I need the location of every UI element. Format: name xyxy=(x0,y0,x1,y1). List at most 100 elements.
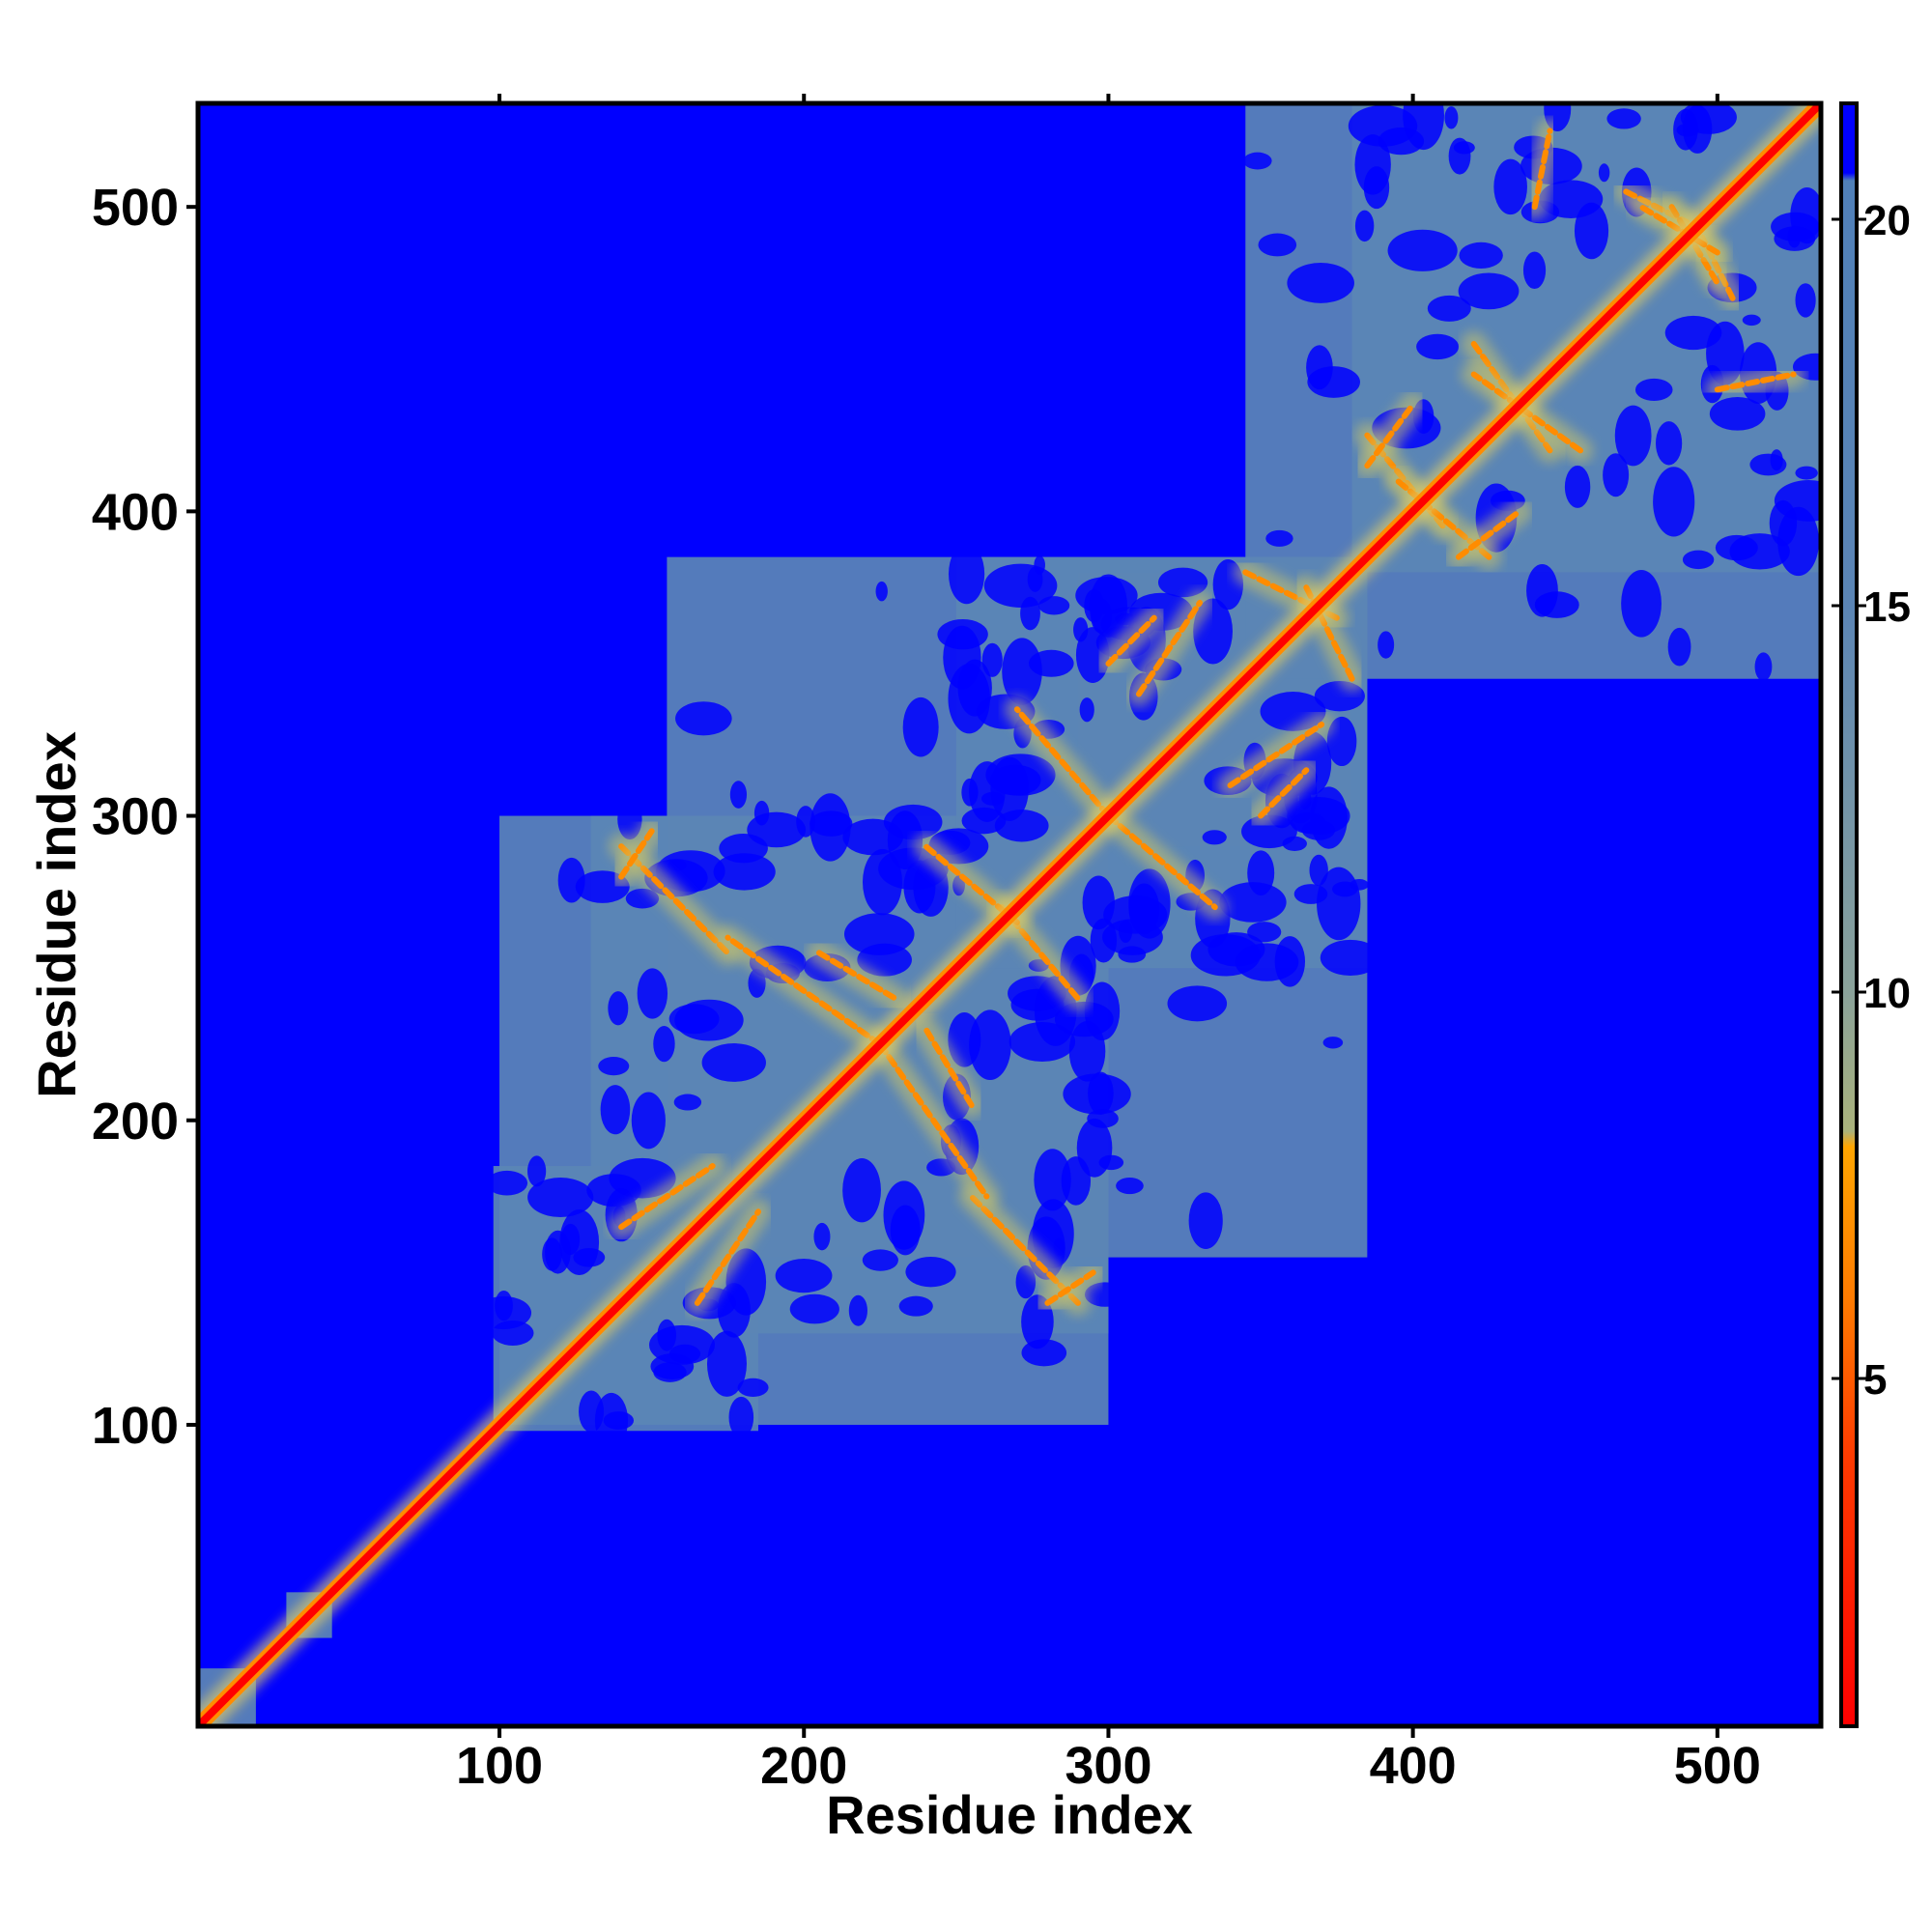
heatmap-hole xyxy=(1459,242,1503,269)
contact-arm xyxy=(1258,767,1310,819)
heatmap-hole xyxy=(713,853,776,891)
heatmap-hole xyxy=(486,1170,528,1196)
heatmap-hole xyxy=(948,1012,981,1067)
heatmap-hole xyxy=(1053,1237,1065,1257)
contact-arm xyxy=(1227,722,1325,789)
heatmap-hole xyxy=(983,563,1058,608)
colorbar-tick-label: 10 xyxy=(1863,970,1911,1017)
heatmap-hole xyxy=(1258,233,1297,257)
y-axis-title: Residue index xyxy=(26,731,87,1098)
heatmap-hole xyxy=(1667,627,1691,667)
heatmap-hole xyxy=(1098,1154,1124,1171)
heatmap-hole xyxy=(1293,884,1328,904)
heatmap-hole xyxy=(729,781,748,809)
contact-arm xyxy=(1105,614,1157,667)
heatmap-hole xyxy=(1287,263,1354,303)
heatmap-hole xyxy=(890,1205,921,1256)
heatmap-hole xyxy=(1202,830,1227,845)
heatmap-hole xyxy=(1088,1071,1114,1115)
heatmap-hole xyxy=(753,800,770,826)
heatmap-hole xyxy=(1015,1264,1037,1299)
heatmap-hole xyxy=(1795,466,1818,480)
x-tick-label: 200 xyxy=(760,1737,847,1795)
heatmap-hole xyxy=(1326,716,1357,767)
heatmap-hole xyxy=(637,968,668,1019)
heatmap-hole xyxy=(1598,163,1610,183)
y-tick-label: 100 xyxy=(92,1397,179,1455)
contact-arm xyxy=(1455,508,1522,560)
heatmap-hole xyxy=(961,778,979,807)
heatmap-hole xyxy=(1777,506,1820,577)
heatmap-hole xyxy=(1073,617,1089,642)
heatmap-hole xyxy=(1771,212,1820,242)
colorbar: 5 10 15 20 xyxy=(1832,101,1911,1728)
heatmap-hole xyxy=(728,1396,754,1438)
heatmap-hole xyxy=(675,701,732,736)
heatmap-hole xyxy=(887,810,923,870)
heatmap-hole xyxy=(701,1043,766,1082)
x-axis: 100 200 300 400 500 xyxy=(456,94,1761,1795)
heatmap-hole xyxy=(789,1293,839,1324)
heatmap-hole xyxy=(848,1294,867,1326)
heatmap-hole xyxy=(1522,251,1547,290)
heatmap-hole xyxy=(1614,405,1652,467)
heatmap-hole xyxy=(1322,1037,1344,1049)
heatmap-hole xyxy=(1075,577,1138,614)
heatmap-hole xyxy=(1493,158,1527,215)
contact-arm xyxy=(877,1040,990,1200)
heatmap-hole xyxy=(653,1026,675,1063)
contact-arm xyxy=(618,1163,716,1231)
contact-arm xyxy=(618,828,655,880)
x-tick-label: 500 xyxy=(1674,1737,1761,1795)
x-tick-label: 400 xyxy=(1370,1737,1457,1795)
heatmap-hole xyxy=(902,696,939,757)
heatmap-hole xyxy=(668,859,687,871)
heatmap-hole xyxy=(668,1004,720,1035)
contact-arm xyxy=(923,1026,975,1108)
heatmap-hole xyxy=(1157,567,1208,598)
heatmap-hole xyxy=(1219,882,1287,923)
heatmap-hole xyxy=(980,791,1005,806)
heatmap-hole xyxy=(857,943,912,977)
heatmap-hole xyxy=(843,913,915,955)
x-tick-label: 300 xyxy=(1065,1737,1151,1795)
contact-arm xyxy=(1364,402,1416,469)
heatmap-hole xyxy=(981,642,1003,677)
heatmap-speckle xyxy=(475,103,1821,1449)
heatmap-hole xyxy=(617,798,642,840)
heatmap-hole xyxy=(673,1094,702,1111)
x-tick-label: 100 xyxy=(456,1737,543,1795)
heatmap-hole xyxy=(948,664,990,734)
heatmap-hole xyxy=(1034,555,1045,575)
heatmap-hole xyxy=(1084,1282,1126,1307)
contact-arm xyxy=(816,950,898,1002)
heatmap-hole xyxy=(842,1158,881,1223)
heatmap-hole xyxy=(898,1295,933,1317)
heatmap-hole xyxy=(1795,283,1816,318)
heatmap-hole xyxy=(1317,867,1361,941)
heatmap-hole xyxy=(875,581,888,602)
heatmap-hole xyxy=(527,1178,594,1218)
heatmap-hole xyxy=(1103,895,1168,934)
heatmap-hole xyxy=(475,1295,532,1330)
heatmap-hole xyxy=(1079,697,1094,723)
contact-arm xyxy=(1105,812,1218,911)
heatmap-hole xyxy=(1682,550,1715,570)
contact-arm xyxy=(724,934,884,1047)
heatmap-hole xyxy=(969,1009,1011,1081)
heatmap-hole xyxy=(1416,333,1460,360)
heatmap-hole xyxy=(1298,788,1312,810)
heatmap-hole xyxy=(1167,985,1228,1022)
heatmap-hole xyxy=(1307,366,1360,398)
heatmap-hole xyxy=(706,1330,747,1397)
heatmap-hole xyxy=(1653,467,1695,537)
heatmap-hole xyxy=(1458,272,1520,310)
y-tick-label: 500 xyxy=(92,179,179,237)
heatmap-hole xyxy=(657,1319,677,1351)
heatmap-hole xyxy=(586,1174,641,1208)
contact-arm xyxy=(694,1208,761,1306)
heatmap-hole xyxy=(631,1092,666,1150)
heatmap-hole xyxy=(594,1392,629,1449)
heatmap-hole xyxy=(1091,598,1112,634)
heatmap-hole xyxy=(1054,1001,1114,1037)
